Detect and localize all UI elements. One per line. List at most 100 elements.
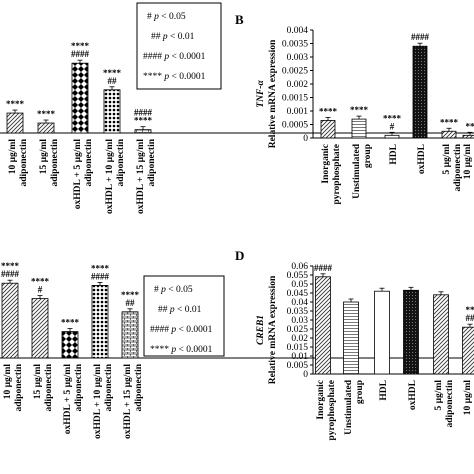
- significance-label: ****: [61, 318, 80, 328]
- x-category-label: 10 µg/mladiponectin: [463, 379, 474, 427]
- x-category-label-line: adiponectin: [74, 363, 84, 411]
- legend-entry: **** p < 0.0001: [143, 72, 206, 82]
- x-category-label-line: adiponectin: [19, 138, 29, 186]
- significance-label: ####: [1, 269, 20, 279]
- x-category-label: 10 µg/mladiponectin: [8, 138, 29, 186]
- chart-panel-a: ****10 µg/mladiponectin****15 µg/mladipo…: [0, 2, 474, 214]
- significance-label: ****: [440, 117, 459, 127]
- x-category-label-line: 10 µg/ml: [8, 139, 18, 175]
- legend-symbol: #: [147, 12, 154, 22]
- legend-entry: # p < 0.05: [154, 285, 193, 295]
- x-category-label-line: 10 µg/ml: [463, 144, 473, 180]
- legend-p: p: [163, 52, 169, 62]
- y-tick-label: 0.015: [287, 343, 309, 353]
- x-category-label-line: oxHDL + 5 µg/ml: [63, 364, 73, 435]
- x-category-label-line: HDL: [379, 380, 389, 401]
- legend-threshold: < 0.0001: [169, 52, 205, 62]
- significance-label: #: [390, 121, 395, 131]
- legend-symbol: ####: [150, 325, 171, 335]
- legend-threshold: < 0.05: [166, 285, 193, 295]
- bar: [103, 89, 121, 134]
- legend-threshold: < 0.05: [159, 12, 186, 22]
- x-category-label: HDL: [389, 144, 399, 165]
- legend-threshold: < 0.0001: [176, 345, 212, 355]
- x-category-label-line: 5 µg/ml: [434, 380, 444, 411]
- x-category-label: oxHDL: [408, 380, 418, 410]
- y-tick-label: 0.003: [287, 53, 309, 63]
- x-category-label: Unstimulatedgroup: [352, 143, 373, 199]
- y-axis-label: TNF-α Relative mRNA expression: [256, 39, 278, 148]
- significance-label: **: [466, 121, 474, 131]
- x-category-label: oxHDL + 10 µg/mladiponectin: [93, 363, 114, 439]
- y-axis-title: Relative mRNA expression: [268, 275, 278, 384]
- y-axis-label: CREB1 Relative mRNA expression: [256, 275, 278, 384]
- significance-label: ##: [108, 76, 118, 86]
- significance-label: ####: [91, 271, 110, 281]
- legend-entry: #### p < 0.0001: [143, 52, 206, 62]
- legend-symbol: ##: [151, 32, 163, 42]
- x-category-label-line: oxHDL + 15 µg/ml: [136, 139, 146, 214]
- legend-p: p: [160, 285, 166, 295]
- x-category-label-line: pyrophosphate: [327, 380, 337, 441]
- x-category-label: 5 µg/mladiponectin: [434, 379, 455, 427]
- x-category-label: 10 µg/mladiponectin: [3, 363, 24, 411]
- bar: [61, 331, 79, 359]
- y-tick-label: 0.03: [291, 316, 308, 326]
- x-category-label-line: Inorganic: [316, 380, 326, 420]
- significance-label: ****: [71, 41, 90, 51]
- y-tick-label: 0.002: [287, 80, 309, 90]
- y-tick-label: 0.005: [287, 361, 309, 371]
- bar: [343, 301, 359, 375]
- legend-p: p: [163, 72, 169, 82]
- x-category-label-line: adiponectin: [14, 363, 24, 411]
- x-category-label: 5 µg/mladiponectin: [442, 143, 463, 191]
- significance-label: #: [38, 285, 43, 295]
- y-axis-title: Relative mRNA expression: [268, 39, 278, 148]
- legend-symbol: ####: [143, 52, 164, 62]
- legend-entry: #### p < 0.0001: [150, 325, 213, 335]
- bar: [121, 311, 139, 359]
- x-category-label: HDL: [379, 380, 389, 401]
- x-category-label-line: adiponectin: [134, 363, 144, 411]
- bar: [374, 290, 390, 375]
- bar: [1, 282, 19, 359]
- y-tick-label: 0.0015: [282, 94, 308, 104]
- legend-symbol: ##: [158, 305, 170, 315]
- legend-entry: # p < 0.05: [147, 12, 186, 22]
- x-category-label: Inorganicpyrophosphate: [316, 380, 337, 441]
- legend-entry: ## p < 0.01: [151, 32, 195, 42]
- significance-label: ****: [6, 99, 25, 109]
- x-category-label-line: oxHDL + 10 µg/ml: [93, 364, 103, 439]
- legend-threshold: < 0.01: [175, 305, 202, 315]
- y-tick-label: 0.025: [287, 325, 309, 335]
- x-category-label-line: oxHDL + 10 µg/ml: [105, 139, 115, 214]
- x-category-label: oxHDL + 10 µg/mladiponectin: [105, 138, 126, 214]
- bar: [320, 120, 336, 139]
- x-category-label: 15 µg/mladiponectin: [39, 138, 60, 186]
- y-tick-label: 0.06: [291, 262, 308, 272]
- x-category-label-line: adiponectin: [147, 138, 157, 186]
- chart-panel-c: ****####10 µg/mladiponectin****#15 µg/ml…: [0, 261, 474, 439]
- bar: [71, 62, 89, 134]
- bar: [6, 112, 24, 134]
- x-category-label-line: oxHDL + 15 µg/ml: [123, 364, 133, 439]
- y-tick-label: 0.04: [291, 298, 308, 308]
- significance-label: ****: [103, 68, 122, 78]
- x-category-label-line: 5 µg/ml: [442, 144, 452, 175]
- y-tick-label: 0.0025: [282, 67, 308, 77]
- significance-label: ****: [1, 261, 20, 271]
- significance-label: ####: [71, 49, 90, 59]
- bar: [441, 130, 457, 139]
- x-category-label: oxHDL: [417, 144, 427, 174]
- x-category-label: 15 µg/mladiponectin: [33, 363, 54, 411]
- legend-threshold: < 0.01: [168, 32, 195, 42]
- y-tick-label: 0.035: [287, 307, 309, 317]
- x-category-label-line: 10 µg/ml: [463, 380, 473, 416]
- x-category-label-line: HDL: [389, 144, 399, 165]
- x-category-label-line: oxHDL + 5 µg/ml: [73, 139, 83, 210]
- y-tick-label: 0: [303, 134, 308, 144]
- y-tick-label: 0.0035: [282, 40, 308, 50]
- y-tick-label: 0.045: [287, 289, 309, 299]
- y-tick-label: 0.02: [291, 334, 308, 344]
- y-tick-label: 0.05: [291, 280, 308, 290]
